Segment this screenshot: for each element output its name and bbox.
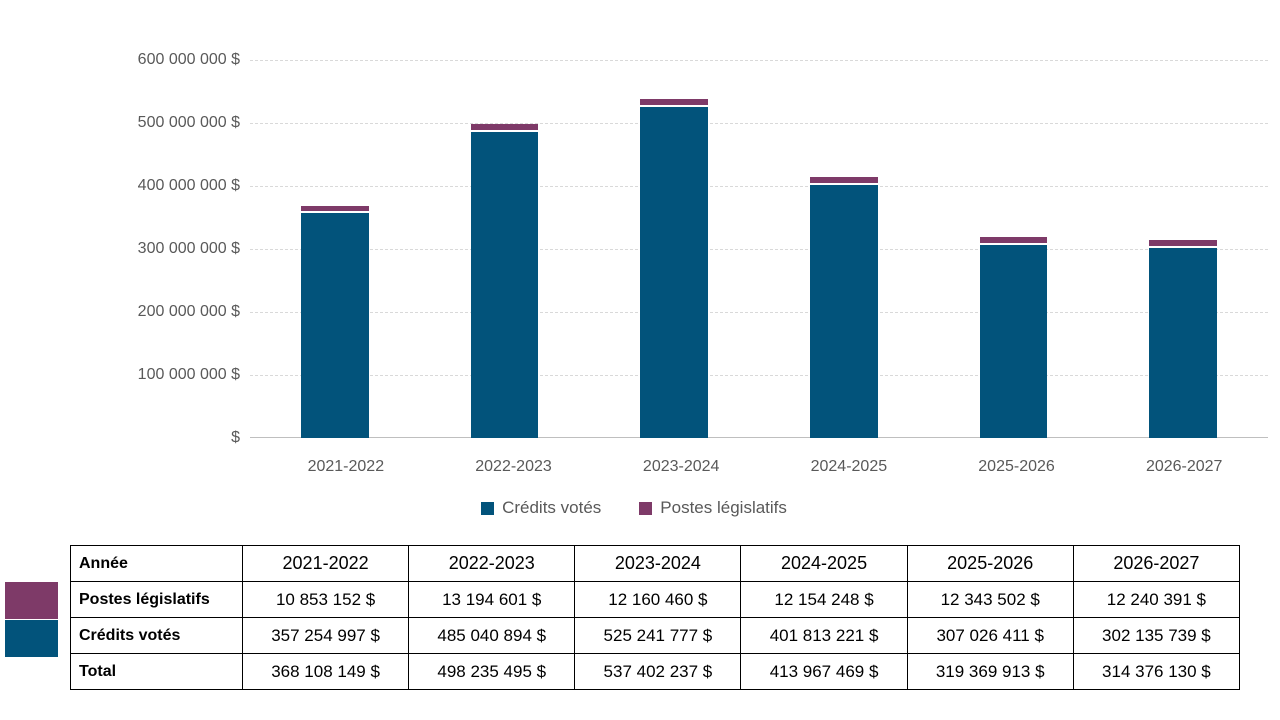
gridline — [250, 186, 1268, 187]
bar-group-2024-2025 — [759, 60, 929, 438]
x-tick-label: 2022-2023 — [475, 458, 552, 475]
table-cell: 413 967 469 $ — [740, 653, 908, 690]
stacked-bar-2022-2023 — [470, 60, 539, 438]
bar-segment-Crédits votés — [1149, 247, 1218, 438]
table-cell: 401 813 221 $ — [740, 617, 908, 654]
table-cell: 319 369 913 $ — [906, 653, 1074, 690]
table-cell: 537 402 237 $ — [574, 653, 742, 690]
table-header-row: Année 2021-2022 2022-2023 2023-2024 2024-20… — [70, 545, 1241, 582]
table-year-header: 2022-2023 — [408, 545, 576, 582]
x-tick-label: 2023-2024 — [642, 458, 720, 475]
y-tick-label: $ — [231, 429, 240, 446]
bar-segment-Postes législatifs — [979, 236, 1048, 245]
x-tick-label: 2026-2027 — [1145, 458, 1223, 475]
bars-layer — [250, 60, 1268, 438]
table-cell: 314 376 130 $ — [1072, 653, 1241, 690]
bar-segment-Postes législatifs — [300, 206, 369, 213]
plot-area — [250, 60, 1268, 438]
table-cell: 12 154 248 $ — [740, 581, 908, 618]
stacked-bar-2025-2026 — [979, 60, 1048, 438]
y-tick-label: 400 000 000 $ — [137, 177, 240, 194]
legend-label: Crédits votés — [502, 498, 602, 517]
gridline — [250, 312, 1268, 313]
y-tick-label: 100 000 000 $ — [137, 366, 240, 383]
bar-segment-Crédits votés — [640, 107, 709, 438]
stacked-bar-chart: 600 000 000 $ 500 000 000 $ 400 000 000 $ 3… — [0, 51, 1268, 518]
x-tick-label: 2021-2022 — [307, 458, 385, 475]
x-axis-line — [250, 437, 1268, 438]
gridline — [250, 123, 1268, 124]
bar-segment-Crédits votés — [470, 132, 539, 438]
table-cell: 13 194 601 $ — [408, 581, 576, 618]
table-corner-label: Année — [70, 545, 243, 582]
data-table: Année 2021-2022 2022-2023 2023-2024 2024-20… — [70, 545, 1241, 690]
bar-group-2021-2022 — [250, 60, 420, 438]
legend-swatch-icon — [481, 501, 495, 515]
table-cell: 12 160 460 $ — [574, 581, 742, 618]
bar-segment-Postes législatifs — [640, 99, 709, 108]
legend-item: Postes législatifs — [639, 498, 787, 518]
gridline — [250, 375, 1268, 376]
table-row-label: Crédits votés — [70, 617, 243, 654]
y-axis: 600 000 000 $ 500 000 000 $ 400 000 000 $ 3… — [0, 51, 250, 446]
bar-group-2025-2026 — [929, 60, 1099, 438]
table-year-header: 2026-2027 — [1072, 545, 1241, 582]
gridline — [250, 249, 1268, 250]
bar-segment-Postes législatifs — [1149, 239, 1218, 248]
table-cell: 307 026 411 $ — [906, 617, 1074, 654]
y-tick-label: 500 000 000 $ — [137, 114, 240, 131]
stacked-bar-2026-2027 — [1149, 60, 1218, 438]
legend-swatch-icon — [639, 501, 653, 515]
table-year-header: 2023-2024 — [574, 545, 742, 582]
bar-group-2023-2024 — [589, 60, 759, 438]
table-cell: 12 240 391 $ — [1072, 581, 1241, 618]
stacked-bar-2021-2022 — [300, 60, 369, 438]
table-cell: 368 108 149 $ — [241, 653, 410, 690]
table-cell: 302 135 739 $ — [1072, 617, 1241, 654]
bar-segment-Crédits votés — [809, 184, 878, 438]
chart-legend: Crédits votés Postes législatifs — [0, 498, 1268, 518]
table-cell: 485 040 894 $ — [408, 617, 576, 654]
bar-group-2026-2027 — [1098, 60, 1268, 438]
table-cell: 498 235 495 $ — [408, 653, 576, 690]
credits-votes-swatch — [5, 620, 58, 657]
postes-legislatifs-swatch — [5, 582, 58, 619]
table-cell: 525 241 777 $ — [574, 617, 742, 654]
table-cell: 357 254 997 $ — [241, 617, 410, 654]
data-table-section: Année 2021-2022 2022-2023 2023-2024 2024-20… — [0, 545, 1280, 690]
table-year-header: 2024-2025 — [740, 545, 908, 582]
table-row-label: Total — [70, 653, 243, 690]
legend-label: Postes législatifs — [660, 498, 787, 517]
table-row: Total 368 108 149 $498 235 495 $537 402 2… — [70, 653, 1241, 690]
legend-item: Crédits votés — [481, 498, 601, 518]
x-tick-label: 2024-2025 — [810, 458, 888, 475]
table-row: Crédits votés 357 254 997 $485 040 894 $5… — [70, 617, 1241, 654]
bar-segment-Crédits votés — [979, 244, 1048, 438]
table-row-label: Postes législatifs — [70, 581, 243, 618]
bar-segment-Crédits votés — [300, 212, 369, 438]
y-tick-label: 600 000 000 $ — [137, 51, 240, 68]
chart-plot-row: 600 000 000 $ 500 000 000 $ 400 000 000 $ 3… — [0, 51, 1268, 446]
stacked-bar-2024-2025 — [809, 60, 878, 438]
x-axis: 2021-2022 2022-2023 2023-2024 2024-2025 2025… — [262, 458, 1268, 476]
bar-segment-Postes législatifs — [809, 177, 878, 185]
x-tick-label: 2025-2026 — [978, 458, 1055, 475]
table-year-header: 2025-2026 — [906, 545, 1074, 582]
y-tick-label: 300 000 000 $ — [137, 240, 240, 257]
stacked-bar-2023-2024 — [640, 60, 709, 438]
bar-group-2022-2023 — [420, 60, 590, 438]
table-year-header: 2021-2022 — [241, 545, 410, 582]
table-row: Postes législatifs 10 853 152 $13 194 601… — [70, 581, 1241, 618]
bar-segment-Postes législatifs — [470, 124, 539, 133]
table-cell: 10 853 152 $ — [241, 581, 410, 618]
table-cell: 12 343 502 $ — [906, 581, 1074, 618]
gridline — [250, 60, 1268, 61]
y-tick-label: 200 000 000 $ — [137, 303, 240, 320]
